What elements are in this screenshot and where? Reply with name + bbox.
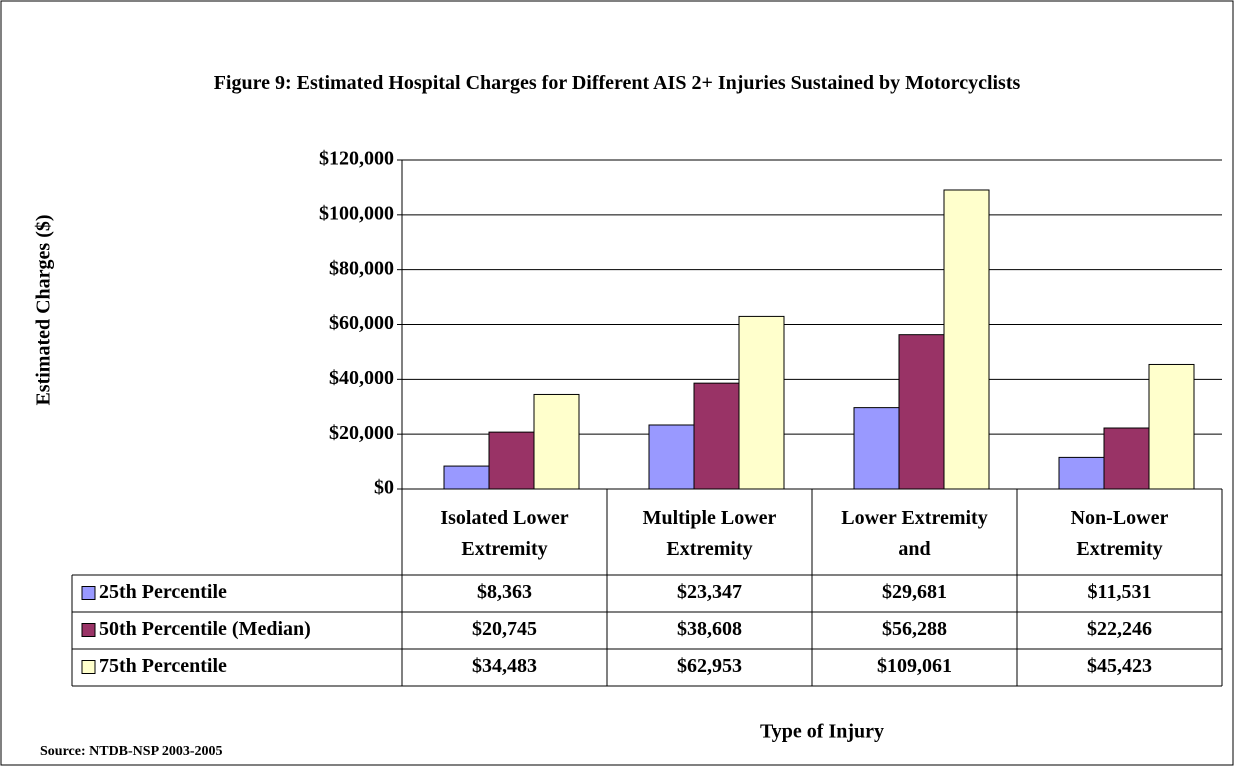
bar bbox=[443, 465, 490, 490]
value-label: $62,953 bbox=[677, 655, 742, 677]
bar bbox=[533, 393, 580, 490]
y-tick-label: $20,000 bbox=[329, 422, 394, 444]
x-tick-label: Lower Extremity and bbox=[841, 507, 988, 560]
x-tick-label: Isolated Lower Extremity bbox=[440, 507, 569, 560]
value-label: $38,608 bbox=[677, 618, 742, 640]
legend-label: 75th Percentile bbox=[99, 655, 227, 677]
value-label: $20,745 bbox=[472, 618, 537, 640]
bar bbox=[853, 407, 900, 490]
legend-key bbox=[81, 623, 96, 637]
bar bbox=[738, 315, 785, 490]
legend-key bbox=[81, 586, 96, 600]
value-label: $109,061 bbox=[877, 655, 952, 677]
legend-label: 25th Percentile bbox=[99, 581, 227, 603]
value-label: $22,246 bbox=[1087, 618, 1152, 640]
chart-title: Figure 9: Estimated Hospital Charges for… bbox=[213, 72, 1021, 94]
value-label: $34,483 bbox=[472, 655, 537, 677]
bar bbox=[1103, 427, 1150, 490]
bar bbox=[1148, 363, 1195, 490]
bar bbox=[1058, 456, 1105, 490]
bar bbox=[898, 334, 945, 490]
y-tick-label: $120,000 bbox=[319, 148, 394, 170]
x-axis-label: Type of Injury bbox=[760, 721, 884, 743]
y-tick-label: $100,000 bbox=[319, 202, 394, 224]
bar bbox=[488, 431, 535, 490]
value-label: $29,681 bbox=[882, 581, 947, 603]
value-label: $11,531 bbox=[1088, 581, 1152, 603]
y-tick-label: $0 bbox=[374, 477, 394, 499]
value-label: $23,347 bbox=[677, 581, 742, 603]
bar bbox=[648, 424, 695, 490]
y-tick-label: $80,000 bbox=[329, 257, 394, 279]
y-tick-label: $40,000 bbox=[329, 367, 394, 389]
value-label: $56,288 bbox=[882, 618, 947, 640]
bar bbox=[943, 189, 990, 490]
legend-label: 50th Percentile (Median) bbox=[99, 618, 311, 640]
x-tick-label: Non-Lower Extremity bbox=[1070, 507, 1169, 560]
source-note: Source: NTDB-NSP 2003-2005 bbox=[40, 744, 223, 759]
value-label: $8,363 bbox=[477, 581, 532, 603]
bar bbox=[693, 382, 740, 490]
y-axis-label: Estimated Charges ($) bbox=[33, 214, 55, 405]
legend-key bbox=[81, 660, 96, 674]
x-tick-label: Multiple Lower Extremity bbox=[642, 507, 777, 560]
y-tick-label: $60,000 bbox=[329, 312, 394, 334]
value-label: $45,423 bbox=[1087, 655, 1152, 677]
